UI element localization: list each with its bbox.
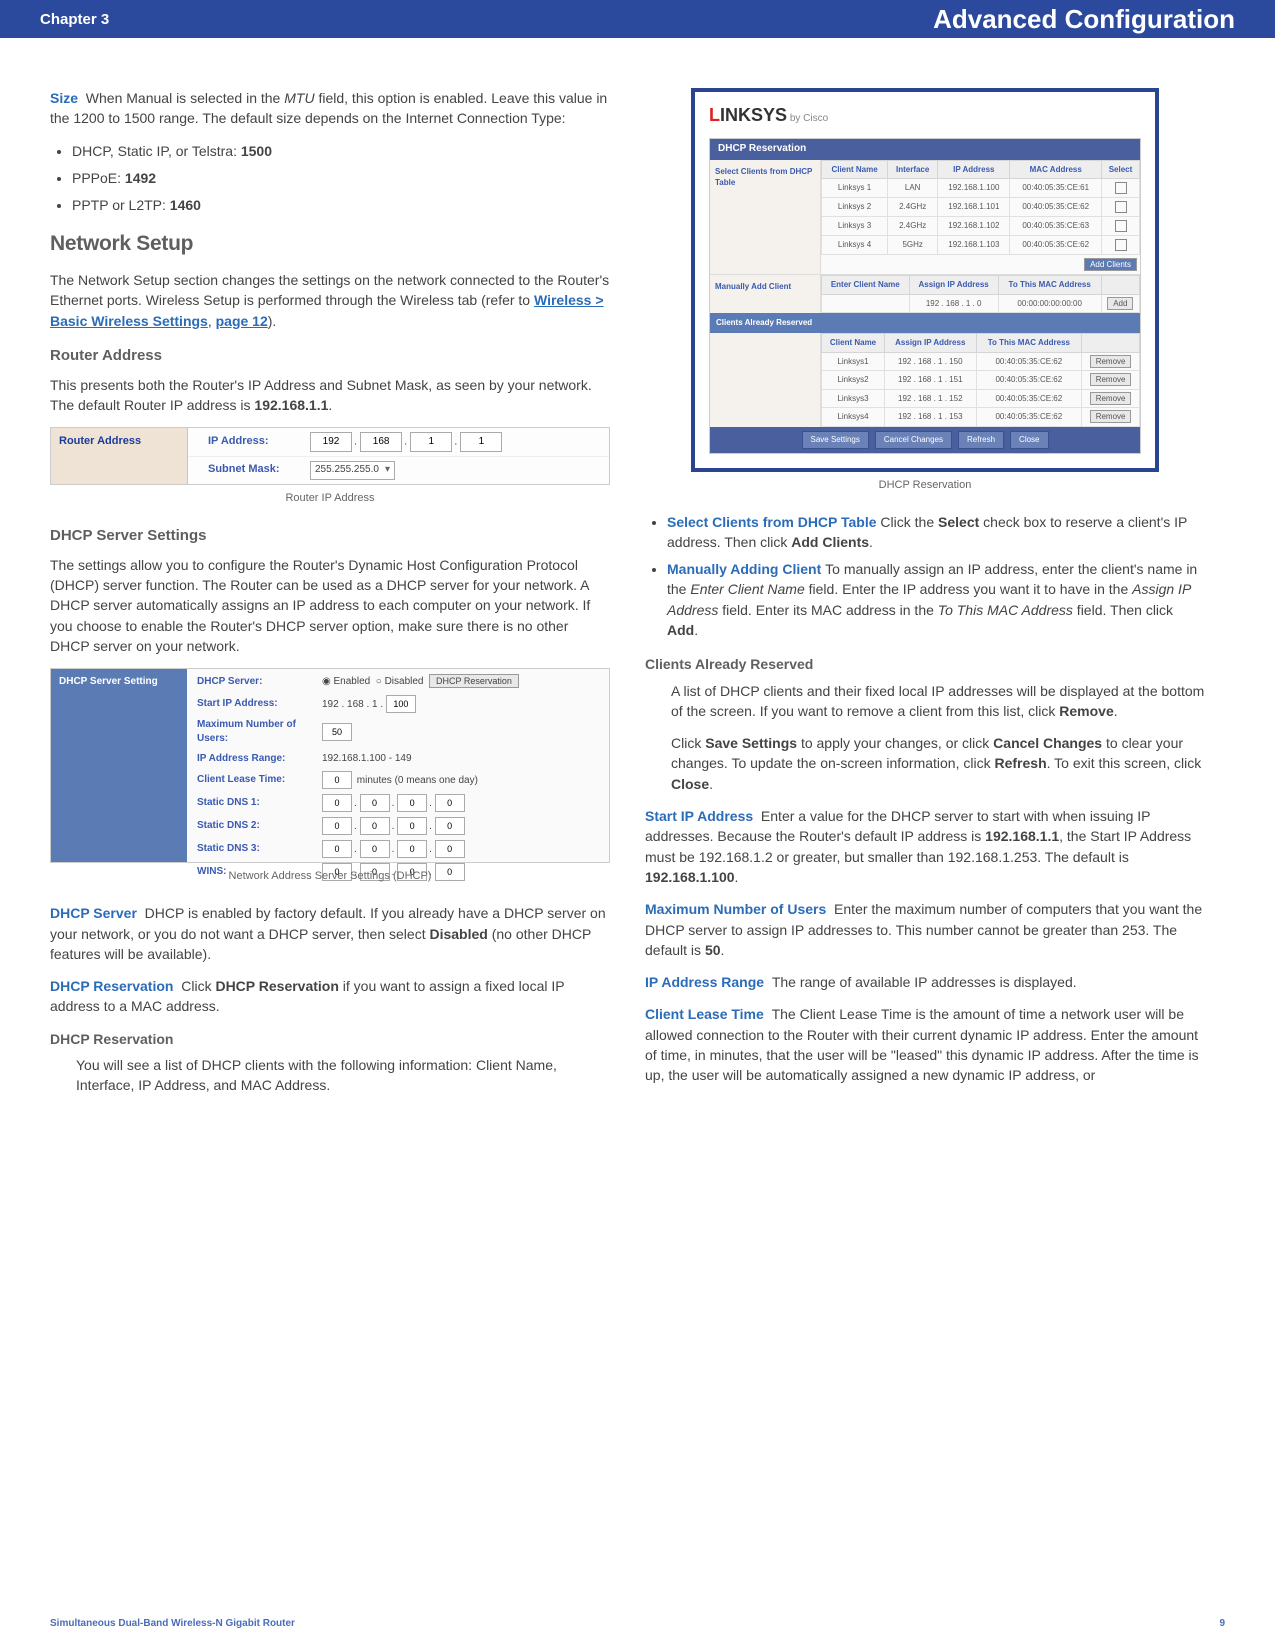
size-item: PPTP or L2TP: 1460 [72, 195, 610, 215]
footer-left: Simultaneous Dual-Band Wireless-N Gigabi… [50, 1618, 295, 1629]
router-caption: Router IP Address [50, 491, 610, 507]
size-item: PPPoE: 1492 [72, 168, 610, 188]
mask-label: Subnet Mask: [208, 462, 298, 478]
dhcp-reservation-para: DHCP Reservation Click DHCP Reservation … [50, 976, 610, 1017]
add-clients-button[interactable]: Add Clients [1084, 258, 1137, 271]
ip-range-para: IP Address Range The range of available … [645, 972, 1205, 992]
select-checkbox[interactable] [1115, 201, 1127, 213]
reservation-info: You will see a list of DHCP clients with… [50, 1055, 610, 1096]
select-checkbox[interactable] [1115, 220, 1127, 232]
router-address-screenshot: Router Address IP Address: . . . Subnet … [50, 427, 610, 485]
select-checkbox[interactable] [1115, 182, 1127, 194]
router-address-para: This presents both the Router's IP Addre… [50, 375, 610, 416]
dhcp-reservation-subhead: DHCP Reservation [50, 1029, 610, 1049]
reservation-bullets: Select Clients from DHCP Table Click the… [645, 512, 1205, 641]
add-button[interactable]: Add [1107, 297, 1133, 310]
dhcp-settings-screenshot: DHCP Server Setting DHCP Server:◉ Enable… [50, 668, 610, 863]
router-addr-side: Router Address [51, 428, 188, 484]
remove-button[interactable]: Remove [1090, 392, 1132, 405]
clients-reserved-heading: Clients Already Reserved [645, 654, 1205, 674]
bar-button[interactable]: Cancel Changes [875, 431, 952, 449]
dhcp-settings-heading: DHCP Server Settings [50, 525, 610, 547]
dhcp-side: DHCP Server Setting [51, 669, 187, 862]
dhcp-reservation-button[interactable]: DHCP Reservation [429, 674, 519, 688]
button-bar: Save Settings Cancel Changes Refresh Close [710, 427, 1140, 453]
dhcp-res-caption: DHCP Reservation [645, 478, 1205, 494]
ip-octet-4[interactable] [460, 432, 502, 452]
size-paragraph: Size When Manual is selected in the MTU … [50, 88, 610, 129]
clients-p2: Click Save Settings to apply your change… [645, 733, 1205, 794]
clients-p1: A list of DHCP clients and their fixed l… [645, 681, 1205, 722]
page-link[interactable]: page 12 [216, 313, 268, 329]
dhcp-settings-para: The settings allow you to configure the … [50, 555, 610, 656]
remove-button[interactable]: Remove [1090, 410, 1132, 423]
dhcp-reservation-screenshot: LINKSYS by Cisco DHCP Reservation Select… [691, 88, 1159, 472]
dhcp-server-para: DHCP Server DHCP is enabled by factory d… [50, 903, 610, 964]
size-list: DHCP, Static IP, or Telstra: 1500 PPPoE: … [50, 141, 610, 216]
remove-button[interactable]: Remove [1090, 355, 1132, 368]
max-users-para: Maximum Number of Users Enter the maximu… [645, 899, 1205, 960]
section-title: Advanced Configuration [933, 4, 1235, 35]
chapter-label: Chapter 3 [40, 11, 109, 28]
already-reserved-head: Clients Already Reserved [710, 313, 1140, 333]
bar-button[interactable]: Save Settings [802, 431, 869, 449]
select-checkbox[interactable] [1115, 239, 1127, 251]
ip-octet-2[interactable] [360, 432, 402, 452]
page-header: Chapter 3 Advanced Configuration [0, 0, 1275, 38]
footer-right: 9 [1219, 1618, 1225, 1629]
right-column: LINKSYS by Cisco DHCP Reservation Select… [645, 88, 1205, 1108]
client-lease-para: Client Lease Time The Client Lease Time … [645, 1004, 1205, 1085]
manual-add-bullet: Manually Adding Client To manually assig… [667, 559, 1205, 640]
ip-octet-3[interactable] [410, 432, 452, 452]
bar-button[interactable]: Close [1010, 431, 1048, 449]
page-footer: Simultaneous Dual-Band Wireless-N Gigabi… [50, 1618, 1225, 1629]
select-clients-head: Select Clients from DHCP Table [710, 160, 821, 275]
ip-inputs: . . . [310, 432, 504, 452]
ip-label: IP Address: [208, 434, 298, 450]
remove-button[interactable]: Remove [1090, 373, 1132, 386]
network-setup-heading: Network Setup [50, 229, 610, 259]
mask-select[interactable]: 255.255.255.0▾ [310, 461, 395, 480]
left-column: Size When Manual is selected in the MTU … [50, 88, 610, 1108]
start-ip-para: Start IP Address Enter a value for the D… [645, 806, 1205, 887]
ip-octet-1[interactable] [310, 432, 352, 452]
dhcp-res-tab: DHCP Reservation [710, 139, 1140, 160]
router-address-heading: Router Address [50, 345, 610, 367]
select-clients-bullet: Select Clients from DHCP Table Click the… [667, 512, 1205, 553]
linksys-logo: LINKSYS by Cisco [695, 92, 1155, 138]
size-item: DHCP, Static IP, or Telstra: 1500 [72, 141, 610, 161]
bar-button[interactable]: Refresh [958, 431, 1004, 449]
wireless-settings-link[interactable]: Wireless > Basic Wireless Settings [50, 292, 604, 328]
network-setup-para: The Network Setup section changes the se… [50, 270, 610, 331]
manual-add-head: Manually Add Client [710, 275, 821, 313]
